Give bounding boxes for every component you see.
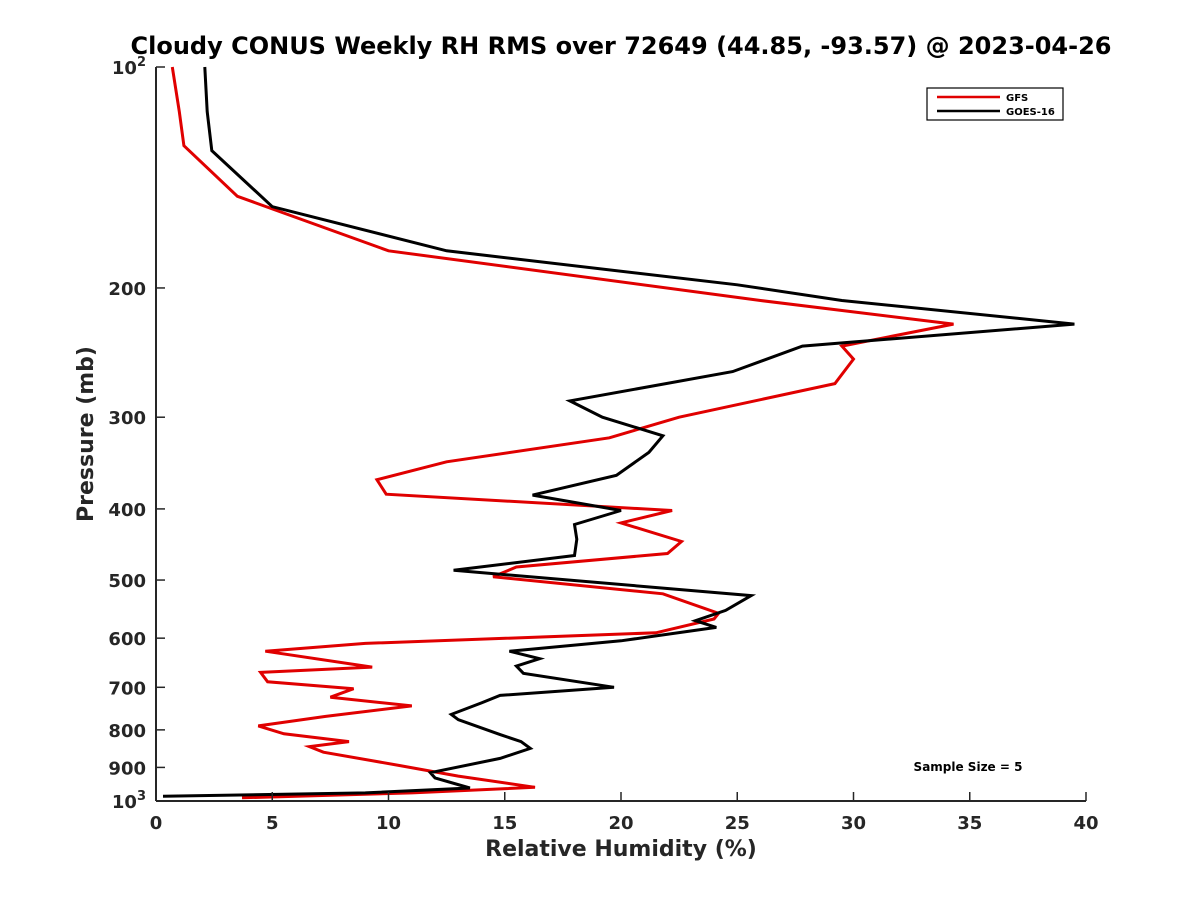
x-axis-label: Relative Humidity (%) <box>485 837 757 862</box>
x-tick-label: 0 <box>150 813 163 834</box>
y-tick-label: 200 <box>108 279 146 300</box>
y-tick-label: 700 <box>108 678 146 699</box>
y-tick-label: 900 <box>108 758 146 779</box>
series-layer <box>162 66 1075 800</box>
y-tick-label: 300 <box>108 408 146 429</box>
y-axis-label: Pressure (mb) <box>74 346 99 522</box>
x-tick-label: 35 <box>957 813 982 834</box>
series-line-gfs <box>170 66 954 800</box>
y-tick-label: 600 <box>108 629 146 650</box>
y-tick-label: 500 <box>108 571 146 592</box>
x-tick-label: 20 <box>608 813 633 834</box>
series-line-goes-16 <box>162 66 1075 798</box>
legend-label-goes-16: GOES-16 <box>1006 107 1055 118</box>
legend-label-gfs: GFS <box>1006 93 1028 104</box>
legend: GFS GOES-16 <box>926 87 1064 121</box>
x-tick-label: 30 <box>841 813 866 834</box>
chart-title: Cloudy CONUS Weekly RH RMS over 72649 (4… <box>131 32 1112 60</box>
sample-size-annotation: Sample Size = 5 <box>914 760 1023 774</box>
x-tick-label: 25 <box>725 813 750 834</box>
x-tick-label: 40 <box>1073 813 1098 834</box>
y-tick-label: 800 <box>108 721 146 742</box>
y-tick-label: 400 <box>108 500 146 521</box>
x-tick-label: 15 <box>492 813 517 834</box>
x-ticks: 0 5 10 15 20 25 30 35 40 <box>150 792 1099 834</box>
y-tick-label: 103 <box>112 789 146 813</box>
x-tick-label: 5 <box>266 813 279 834</box>
legend-box <box>926 87 1064 121</box>
x-tick-label: 10 <box>376 813 401 834</box>
